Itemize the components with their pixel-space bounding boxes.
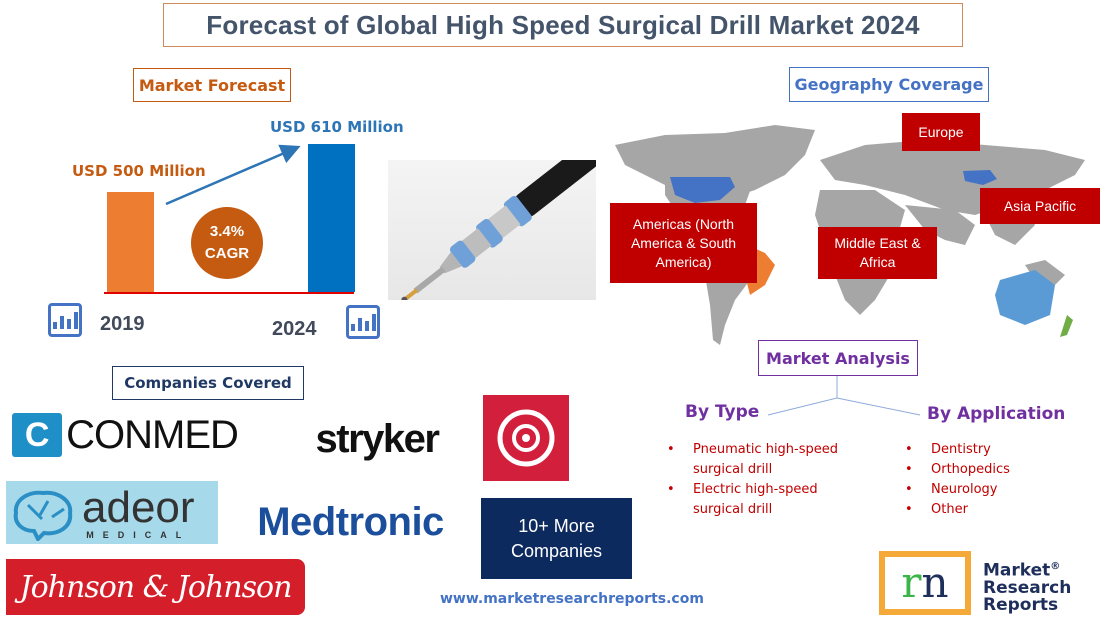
more-companies-line1: 10+ More	[518, 515, 595, 536]
start-year: 2019	[100, 313, 145, 335]
more-companies-line2: Companies	[510, 540, 603, 561]
brand-line2: Research	[983, 577, 1072, 598]
by-application-list: Dentistry Orthopedics Neurology Other	[903, 440, 1063, 520]
medtronic-logo: Medtronic	[238, 497, 463, 547]
bar-2019	[107, 192, 154, 292]
region-label-asia-pacific: Asia Pacific	[980, 188, 1100, 224]
conmed-logo-text: CONMED	[66, 412, 239, 457]
companies-heading-box: Companies Covered	[112, 366, 304, 400]
brand-line3: Reports	[983, 594, 1059, 615]
jnj-logo-text: Johnson & Johnson	[19, 569, 293, 605]
swirl-logo-icon	[497, 409, 555, 467]
adeor-logo-text: adeor	[82, 482, 195, 532]
list-item: Pneumatic high-speed surgical drill	[665, 440, 865, 480]
market-forecast-heading-box: Market Forecast	[133, 68, 291, 102]
list-item: Dentistry	[903, 440, 1063, 460]
end-value-label: USD 610 Million	[270, 118, 404, 136]
cagr-value: 3.4%	[209, 223, 245, 240]
region-label-middle-east-africa: Middle East & Africa	[818, 227, 937, 279]
list-item: Other	[903, 500, 1063, 520]
cagr-badge: 3.4% CAGR	[191, 207, 263, 279]
companies-heading: Companies Covered	[124, 374, 292, 392]
more-companies-box: 10+ More Companies	[481, 498, 632, 579]
by-application-heading: By Application	[927, 404, 1066, 424]
website-url[interactable]: www.marketresearchreports.com	[440, 591, 704, 607]
bar-chart-icon	[346, 305, 380, 339]
registered-mark: ®	[1050, 561, 1061, 572]
conmed-logo: C CONMED	[0, 410, 250, 460]
m-glyph-icon: rn	[901, 558, 949, 607]
surgical-drill-image	[388, 160, 596, 300]
brand-line1: Market	[983, 560, 1051, 581]
list-item: Neurology	[903, 480, 1063, 500]
stryker-logo-text: stryker	[315, 416, 440, 461]
brain-logo-icon	[13, 490, 73, 541]
geography-heading-box: Geography Coverage	[789, 67, 989, 102]
red-company-logo	[483, 395, 569, 481]
market-analysis-heading: Market Analysis	[766, 348, 910, 368]
region-label-americas: Americas (North America & South America)	[610, 203, 757, 283]
page-title-box: Forecast of Global High Speed Surgical D…	[163, 3, 963, 47]
cagr-label: CAGR	[204, 245, 250, 262]
by-type-list: Pneumatic high-speed surgical drill Elec…	[665, 440, 865, 520]
chart-baseline	[104, 292, 354, 294]
market-analysis-heading-box: Market Analysis	[758, 340, 918, 376]
mrr-logo-mark: rn	[879, 551, 971, 615]
conmed-mark-icon: C	[12, 413, 63, 457]
by-type-heading: By Type	[685, 402, 760, 422]
analysis-connector-lines	[767, 376, 921, 416]
medtronic-logo-text: Medtronic	[257, 499, 444, 544]
adeor-logo: adeor MEDICAL	[6, 481, 218, 544]
list-item: Electric high-speed surgical drill	[665, 480, 865, 520]
geography-heading: Geography Coverage	[794, 75, 984, 94]
growth-arrow-icon	[165, 144, 301, 206]
region-label-europe: Europe	[902, 113, 980, 151]
end-year: 2024	[272, 318, 317, 340]
adeor-medical-text: MEDICAL	[86, 529, 191, 540]
johnson-johnson-logo: Johnson & Johnson	[6, 559, 305, 615]
start-value-label: USD 500 Million	[72, 162, 206, 180]
bar-chart-icon	[48, 303, 82, 337]
list-item: Orthopedics	[903, 460, 1063, 480]
mrr-brand-text: Market® Research Reports	[983, 558, 1071, 614]
market-forecast-heading: Market Forecast	[138, 75, 286, 95]
bar-2024	[308, 144, 355, 292]
stryker-logo: stryker	[292, 415, 462, 463]
page-title: Forecast of Global High Speed Surgical D…	[206, 9, 920, 40]
